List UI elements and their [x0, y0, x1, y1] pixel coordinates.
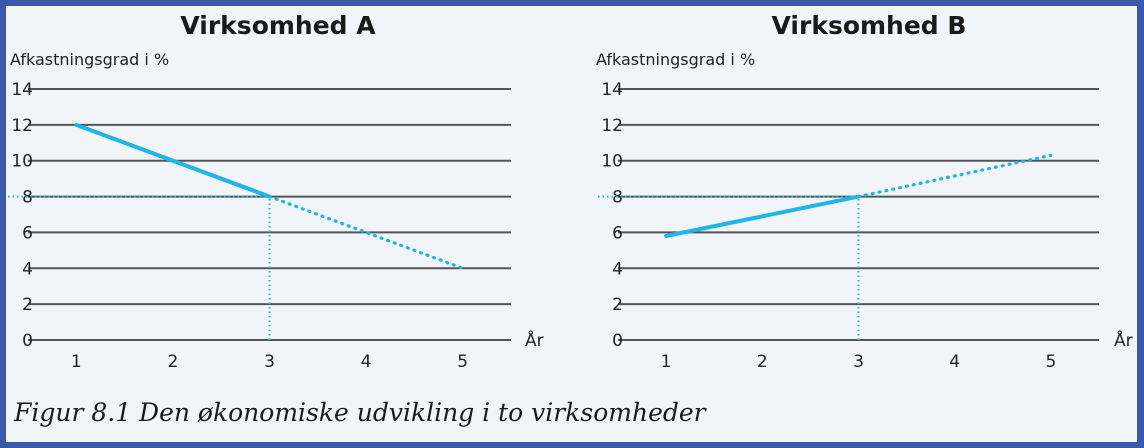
x-tick-label: 2: [757, 352, 768, 372]
y-tick-label: 14: [601, 80, 623, 100]
x-tick-label: 5: [1045, 352, 1056, 372]
y-tick-label: 6: [612, 223, 623, 243]
chart-title: Virksomhed B: [772, 11, 967, 40]
y-axis-label: Afkastningsgrad i %: [596, 50, 755, 69]
figure-panel: Virksomhed A Afkastningsgrad i % 0 2 4 6 8 10 12…: [6, 6, 1137, 442]
x-tick-label: 1: [661, 352, 672, 372]
y-tick-label: 6: [22, 223, 33, 243]
y-tick-label: 4: [22, 259, 33, 279]
x-tick-label: 3: [264, 352, 275, 372]
y-axis-label: Afkastningsgrad i %: [10, 50, 169, 69]
y-tick-label: 10: [11, 152, 33, 172]
x-tick-label: 4: [361, 352, 372, 372]
x-tick-label: 2: [167, 352, 178, 372]
y-tick-label: 8: [612, 188, 623, 208]
x-tick-label: 5: [457, 352, 468, 372]
y-tick-label: 2: [612, 295, 623, 315]
x-tick-label: 3: [853, 352, 864, 372]
y-tick-label: 10: [601, 152, 623, 172]
y-tick-label: 12: [601, 116, 623, 136]
y-tick-label: 0: [22, 331, 33, 351]
series-line-actual: [74, 122, 272, 199]
figure-caption: Figur 8.1 Den økonomiske udvikling i to …: [14, 398, 706, 427]
x-tick-label: 1: [71, 352, 82, 372]
series-line-actual: [664, 194, 861, 239]
series-line-forecast: [267, 194, 465, 270]
y-tick-label: 4: [612, 259, 623, 279]
y-tick-label: 12: [11, 116, 33, 136]
x-axis-label: År: [1114, 329, 1133, 351]
y-tick-label: 0: [612, 331, 623, 351]
x-axis-label: År: [525, 329, 544, 351]
x-tick-label: 4: [949, 352, 960, 372]
y-tick-label: 14: [11, 80, 33, 100]
y-tick-label: 8: [22, 188, 33, 208]
chart-title: Virksomhed A: [180, 11, 376, 40]
y-tick-label: 2: [22, 295, 33, 315]
series-line-forecast: [856, 153, 1053, 199]
